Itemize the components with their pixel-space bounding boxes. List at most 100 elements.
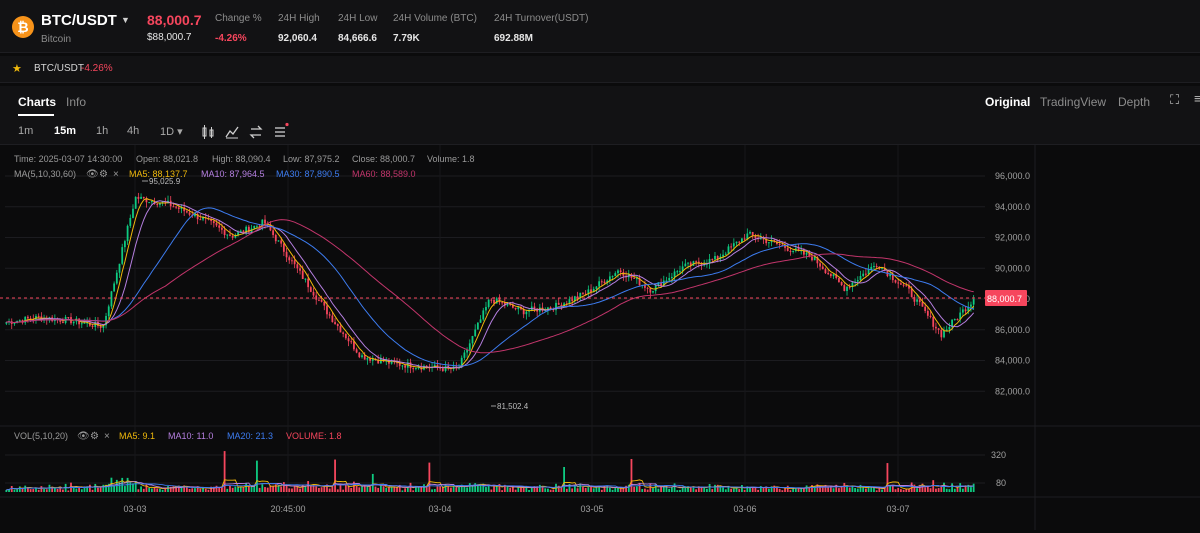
volume-bar bbox=[371, 473, 374, 492]
view-original[interactable]: Original bbox=[985, 95, 1031, 109]
candle-body bbox=[282, 243, 285, 252]
menu-icon[interactable]: ≡ bbox=[1194, 91, 1200, 106]
volume-bar bbox=[592, 488, 595, 492]
volume-bar bbox=[630, 458, 633, 492]
volume-bar bbox=[404, 488, 407, 492]
volume-bar bbox=[827, 486, 830, 492]
volume-bar bbox=[641, 489, 644, 492]
favorites-bar: ★ BTC/USDT -4.26% bbox=[0, 56, 1200, 83]
candle-body bbox=[460, 357, 463, 368]
candle-body bbox=[547, 307, 549, 311]
candle-body bbox=[37, 315, 40, 317]
volume-bar bbox=[622, 487, 625, 492]
pair-selector[interactable]: BTC/USDT bbox=[41, 12, 117, 29]
timeframe-15m[interactable]: 15m bbox=[54, 125, 77, 137]
candle-body bbox=[269, 224, 272, 231]
candle-body bbox=[652, 291, 654, 293]
vol-eye-icon[interactable]: 👁 bbox=[77, 431, 90, 442]
candle-body bbox=[371, 358, 374, 361]
indicators-icon[interactable] bbox=[225, 125, 239, 139]
volume-bar bbox=[924, 487, 927, 492]
chart-canvas[interactable]: 96,000.094,000.092,000.090,000.088,000.0… bbox=[0, 145, 1200, 530]
volume-bar bbox=[560, 486, 563, 492]
timeframe-1m[interactable]: 1m bbox=[18, 125, 34, 137]
settings-icon[interactable]: ⚙ bbox=[99, 169, 108, 180]
settings-list-icon[interactable] bbox=[273, 122, 291, 140]
volume-bar bbox=[94, 483, 97, 492]
candle-body bbox=[668, 278, 671, 281]
fullscreen-icon[interactable]: ⛶ bbox=[1170, 92, 1180, 107]
candle-body bbox=[320, 300, 323, 302]
volume-bar bbox=[318, 487, 320, 492]
volume-bar bbox=[897, 487, 900, 492]
volume-bar bbox=[894, 489, 897, 492]
candle-body bbox=[633, 277, 636, 279]
volume-bar bbox=[148, 487, 151, 492]
candle-body bbox=[846, 286, 848, 292]
volume-bar bbox=[107, 483, 110, 492]
stat-label-low: 24H Low bbox=[338, 13, 378, 24]
candle-body bbox=[439, 367, 442, 369]
volume-bar bbox=[234, 486, 237, 492]
volume-bar bbox=[501, 490, 504, 492]
volume-bar bbox=[805, 485, 808, 492]
volume-bar bbox=[247, 486, 250, 492]
close-icon[interactable]: × bbox=[113, 169, 119, 180]
tab-charts[interactable]: Charts bbox=[18, 95, 57, 109]
candle-body bbox=[770, 240, 773, 243]
volume-bar bbox=[45, 489, 48, 492]
volume-bar bbox=[245, 483, 248, 492]
candle-body bbox=[229, 234, 231, 236]
ohlc-open: Open: 88,021.8 bbox=[136, 154, 198, 164]
candle-body bbox=[129, 217, 132, 226]
timeframe-4h[interactable]: 4h bbox=[127, 125, 140, 137]
volume-bar bbox=[441, 487, 444, 492]
volume-bar bbox=[595, 487, 598, 492]
eye-icon[interactable]: 👁 bbox=[86, 169, 99, 180]
candle-body bbox=[113, 283, 116, 292]
timeframe-1h[interactable]: 1h bbox=[96, 125, 109, 137]
time-axis-label: 03-07 bbox=[886, 504, 909, 514]
candle-body bbox=[600, 281, 603, 283]
view-depth[interactable]: Depth bbox=[1118, 95, 1151, 109]
candle-body bbox=[956, 319, 959, 321]
volume-bar bbox=[565, 488, 568, 492]
candle-body bbox=[935, 326, 937, 329]
candle-body bbox=[212, 221, 215, 224]
star-icon[interactable]: ★ bbox=[12, 63, 22, 75]
candle-body bbox=[288, 257, 291, 261]
candle-body bbox=[859, 276, 862, 281]
compare-icon[interactable] bbox=[249, 125, 263, 139]
candle-body bbox=[781, 244, 784, 246]
volume-bar bbox=[891, 485, 894, 492]
favorite-pair[interactable]: BTC/USDT bbox=[34, 63, 84, 74]
volume-bar bbox=[862, 487, 865, 492]
candle-body bbox=[318, 299, 320, 301]
volume-bar bbox=[724, 489, 727, 492]
price-axis-label: 86,000.0 bbox=[995, 325, 1030, 335]
candle-body bbox=[172, 206, 175, 208]
candle-body bbox=[881, 268, 883, 270]
candle-body bbox=[953, 319, 956, 321]
candle-body bbox=[606, 280, 609, 284]
chevron-down-icon[interactable]: ▼ bbox=[121, 15, 130, 25]
candle-body bbox=[635, 278, 638, 280]
candlestick-type-icon[interactable] bbox=[201, 125, 215, 139]
stat-value-turnover: 692.88M bbox=[494, 33, 533, 44]
candle-body bbox=[864, 273, 867, 275]
volume-bar bbox=[5, 489, 8, 492]
candle-body bbox=[611, 276, 614, 278]
vol-settings-icon[interactable]: ⚙ bbox=[90, 431, 99, 442]
vol-close-icon[interactable]: × bbox=[104, 431, 110, 442]
tab-info[interactable]: Info bbox=[66, 95, 87, 109]
candle-body bbox=[644, 284, 646, 288]
volume-bar bbox=[935, 488, 937, 492]
view-tradingview[interactable]: TradingView bbox=[1040, 95, 1107, 109]
candle-body bbox=[444, 365, 447, 371]
low-marker-label: 81,502.4 bbox=[497, 402, 529, 411]
candle-body bbox=[811, 256, 813, 261]
volume-bar bbox=[447, 485, 450, 492]
timeframe-1d-dropdown[interactable]: 1D ▾ bbox=[160, 126, 183, 138]
volume-bar bbox=[794, 488, 797, 492]
kline-chart[interactable]: 96,000.094,000.092,000.090,000.088,000.0… bbox=[0, 145, 1200, 530]
